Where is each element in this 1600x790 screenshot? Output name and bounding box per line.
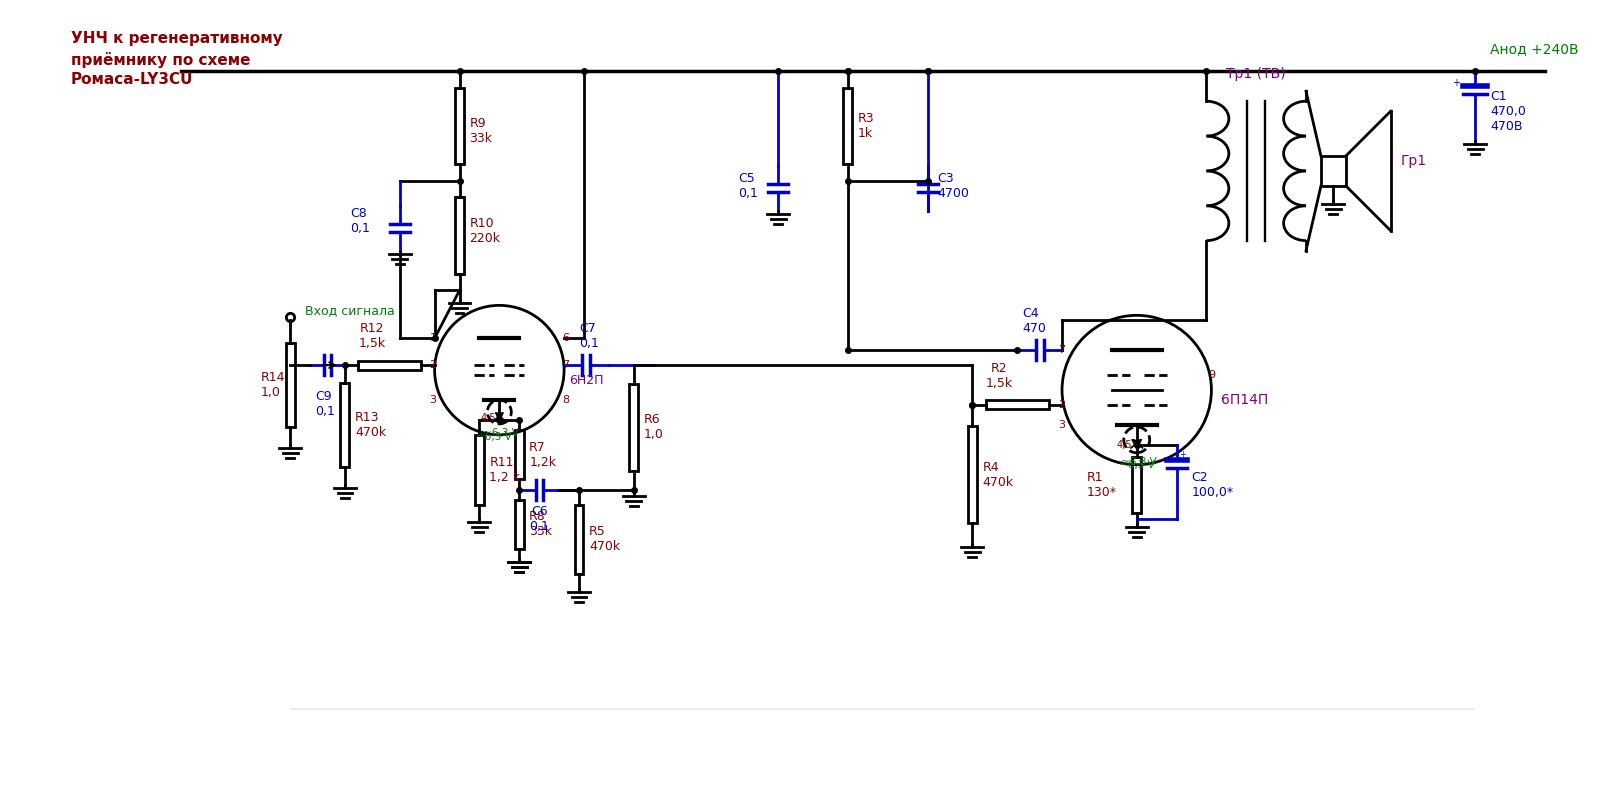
Text: C2
100,0*: C2 100,0*	[1192, 471, 1234, 498]
Text: R8
33k: R8 33k	[530, 510, 552, 539]
Text: 3: 3	[1058, 419, 1066, 430]
Text: 1: 1	[429, 333, 437, 343]
Text: 2: 2	[429, 360, 437, 371]
Text: R4
470k: R4 470k	[982, 461, 1013, 489]
Text: R6
1,0: R6 1,0	[643, 413, 664, 442]
Text: C3
4700: C3 4700	[938, 172, 970, 200]
Text: 9: 9	[1208, 370, 1216, 380]
Text: Вход сигнала: Вход сигнала	[306, 304, 395, 317]
Text: R10
220k: R10 220k	[469, 216, 501, 245]
Bar	[341, 383, 349, 467]
Text: R3
1k: R3 1k	[858, 112, 875, 140]
Text: R14
1,0: R14 1,0	[261, 371, 285, 399]
Text: C5
0,1: C5 0,1	[738, 172, 758, 200]
Bar	[1133, 457, 1141, 513]
Text: +: +	[1453, 78, 1461, 88]
Text: 2: 2	[1058, 400, 1066, 410]
Bar	[454, 198, 464, 274]
Text: ~6,3 V: ~6,3 V	[483, 428, 520, 438]
Text: 6Н2П: 6Н2П	[570, 374, 603, 386]
Text: R12
1,5k: R12 1,5k	[358, 322, 386, 350]
Text: R13
470k: R13 470k	[355, 411, 386, 439]
Bar	[454, 88, 464, 164]
Bar	[358, 361, 421, 370]
Bar	[475, 435, 483, 505]
Text: R1
130*: R1 130*	[1086, 471, 1117, 498]
Bar	[574, 505, 584, 574]
Text: Гр1: Гр1	[1400, 154, 1427, 168]
Bar	[515, 500, 523, 549]
Text: R2
1,5k: R2 1,5k	[986, 362, 1013, 390]
Bar	[1322, 156, 1346, 186]
Bar	[286, 343, 294, 427]
Text: R9
33k: R9 33k	[469, 117, 493, 145]
Bar	[843, 88, 853, 164]
Bar	[629, 384, 638, 471]
Text: 4,5: 4,5	[482, 413, 496, 423]
Text: 4,5: 4,5	[1117, 440, 1131, 450]
Text: ~6,3 V: ~6,3 V	[1118, 460, 1155, 470]
Text: 3: 3	[429, 395, 437, 405]
Text: 7: 7	[562, 360, 570, 371]
Text: C6
0,1: C6 0,1	[530, 505, 549, 532]
Text: R5
470k: R5 470k	[589, 525, 621, 554]
Text: C7
0,1: C7 0,1	[579, 322, 598, 350]
Bar	[515, 431, 523, 480]
Text: C1
470,0
470В: C1 470,0 470В	[1490, 90, 1526, 133]
Text: R7
1,2k: R7 1,2k	[530, 441, 557, 468]
Bar	[968, 426, 978, 524]
Text: ~6,3 V: ~6,3 V	[1122, 457, 1157, 467]
Text: УНЧ к регенеративному
приёмнику по схеме
Ромаса-LY3CU: УНЧ к регенеративному приёмнику по схеме…	[70, 32, 283, 88]
Text: 8: 8	[562, 395, 570, 405]
Text: C8
0,1: C8 0,1	[350, 207, 370, 235]
Text: 7: 7	[1058, 345, 1066, 356]
Text: 6П14П: 6П14П	[1221, 393, 1269, 407]
Text: R11
1,2 k: R11 1,2 k	[490, 456, 520, 483]
Text: ~6,3 V: ~6,3 V	[477, 432, 512, 442]
Text: +: +	[1179, 450, 1187, 459]
Text: Тр1 (ТВ): Тр1 (ТВ)	[1227, 67, 1286, 81]
Bar	[986, 401, 1048, 409]
Text: 6: 6	[562, 333, 570, 343]
Text: C4
470: C4 470	[1022, 307, 1046, 335]
Text: Анод +240В: Анод +240В	[1490, 43, 1579, 56]
Text: C9
0,1: C9 0,1	[315, 390, 334, 418]
